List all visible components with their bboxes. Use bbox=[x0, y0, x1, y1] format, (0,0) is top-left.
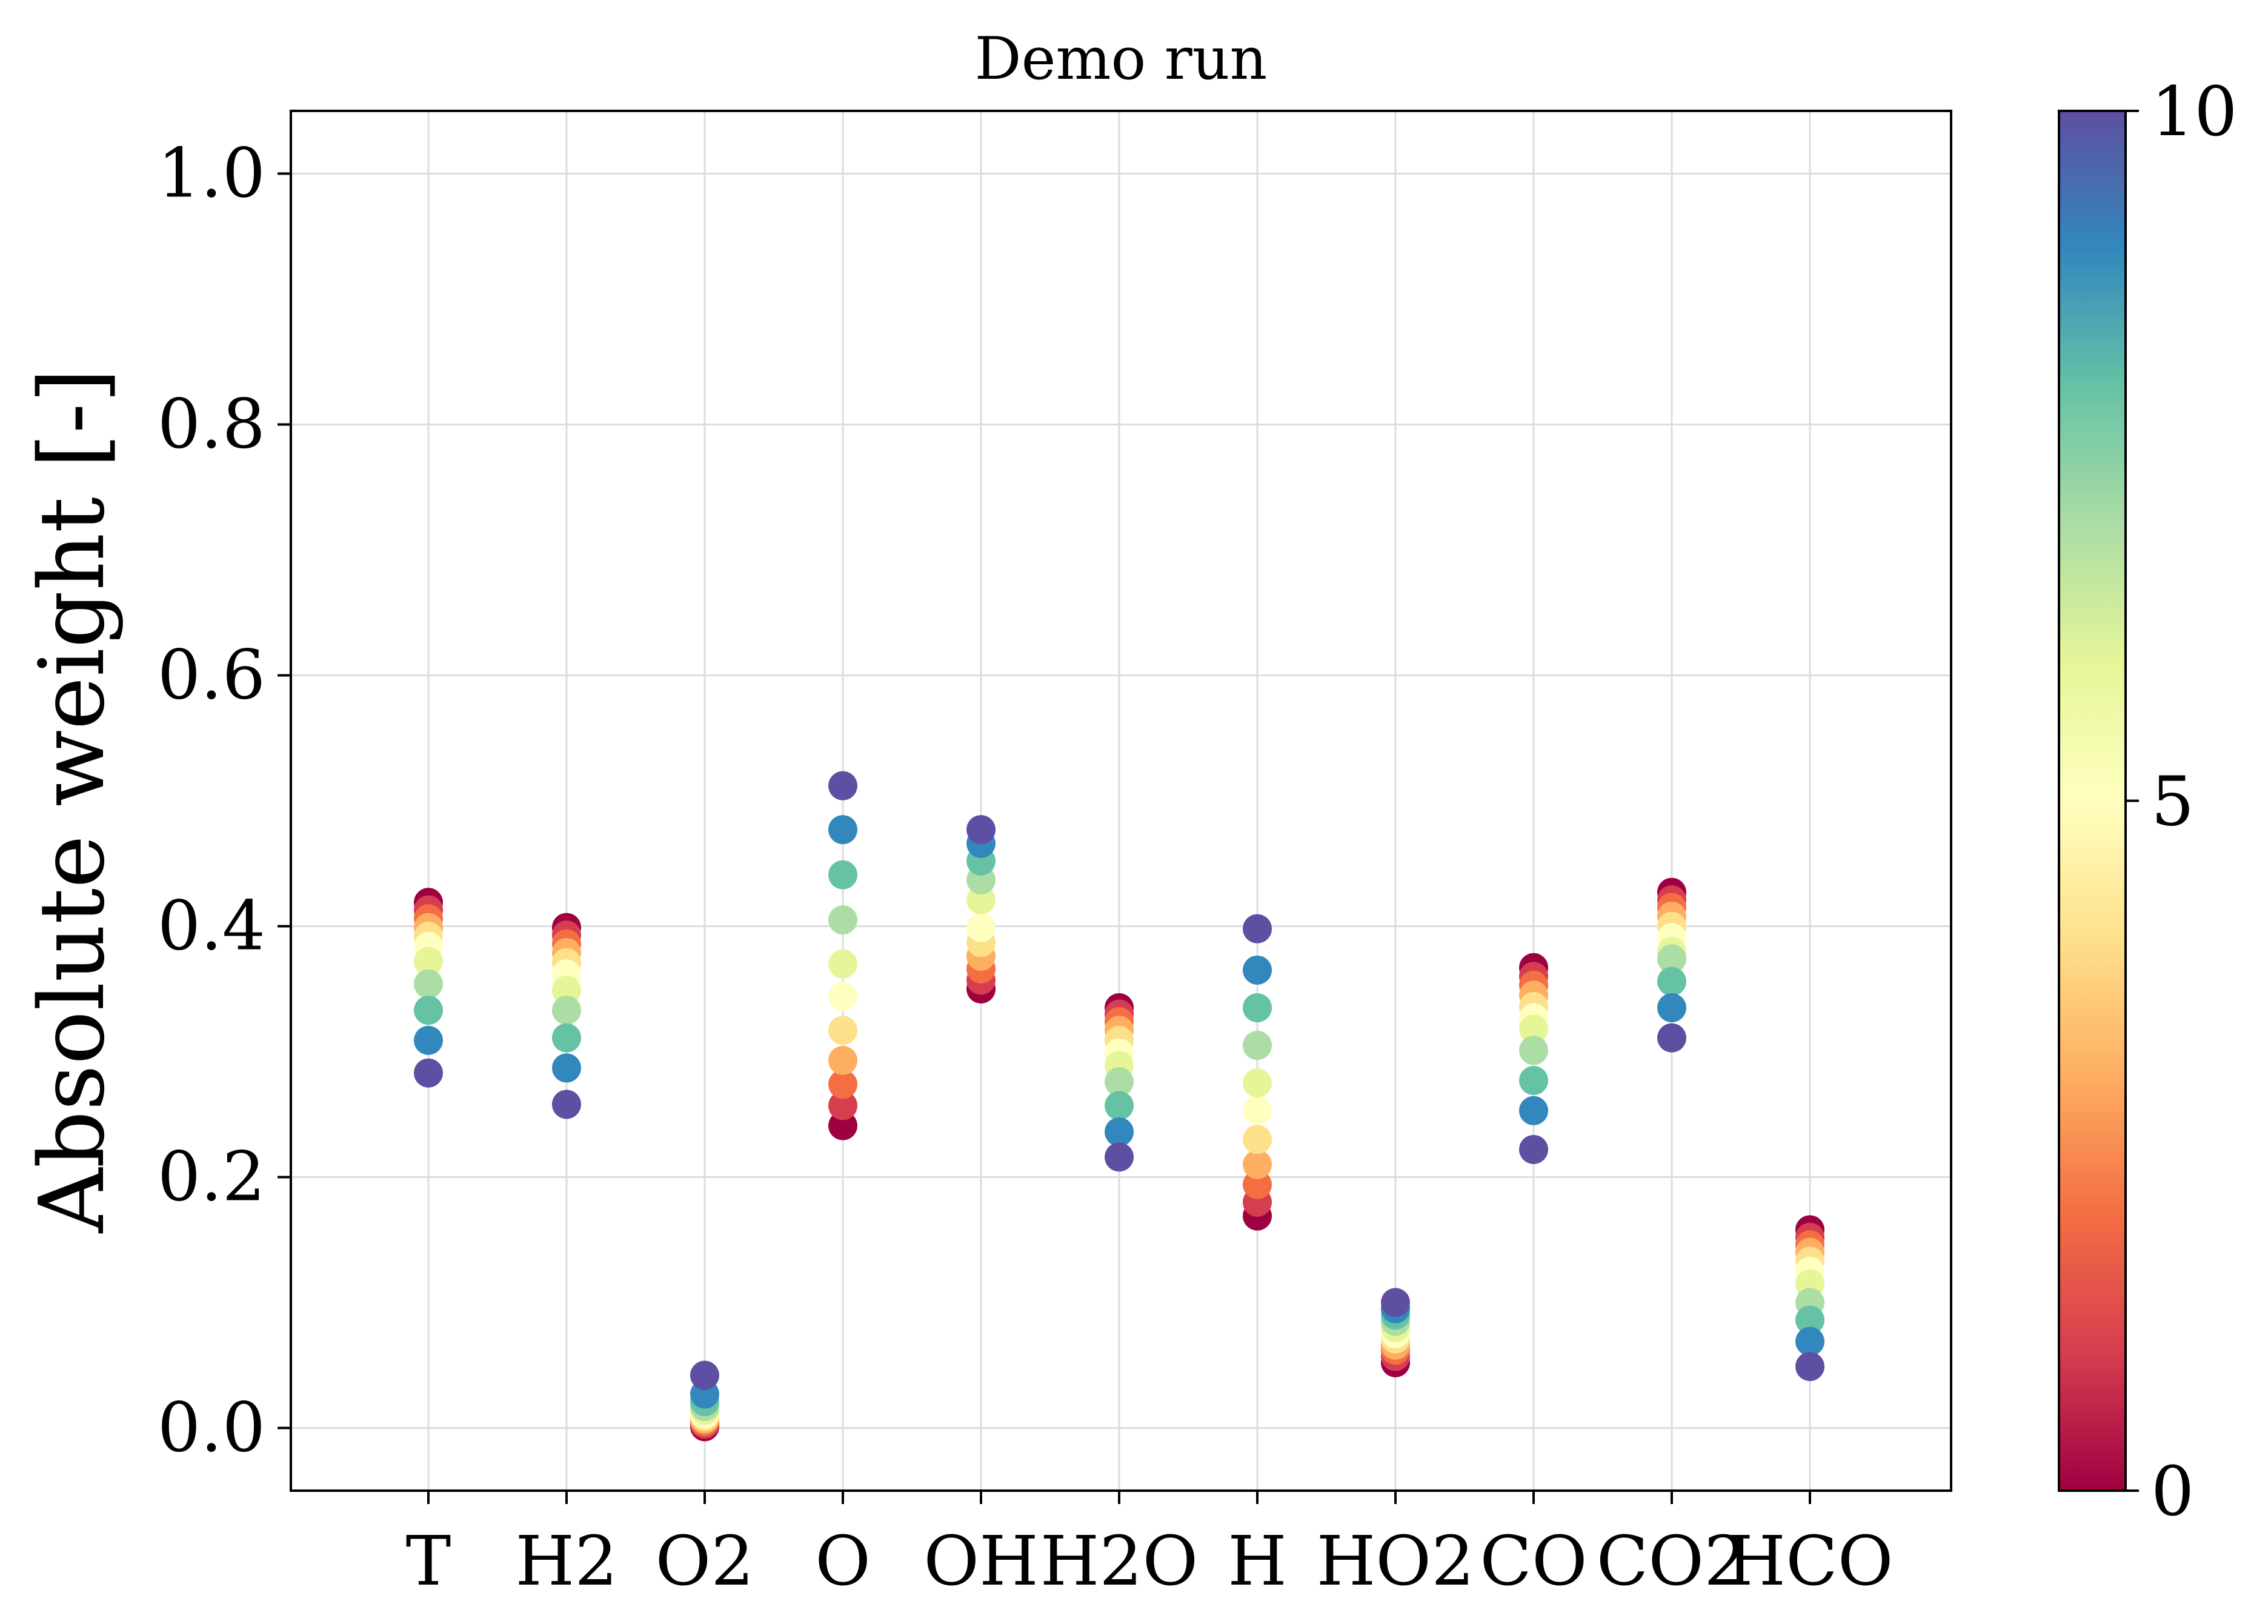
y-axis-label: Absolute weight [-] bbox=[20, 368, 124, 1233]
scatter-point bbox=[690, 1360, 719, 1390]
y-tick-label: 1.0 bbox=[158, 135, 265, 213]
scatter-point bbox=[1243, 1170, 1272, 1199]
y-tick-label: 0.0 bbox=[158, 1389, 265, 1468]
colorbar-tick-label: 10 bbox=[2151, 73, 2238, 151]
scatter-point bbox=[1243, 955, 1272, 985]
scatter-point bbox=[1243, 1031, 1272, 1060]
x-tick-label: OH bbox=[923, 1522, 1039, 1601]
x-tick-label: H2 bbox=[516, 1522, 618, 1601]
scatter-point bbox=[1243, 1125, 1272, 1154]
scatter-point bbox=[1519, 1066, 1548, 1096]
scatter-point bbox=[552, 996, 581, 1025]
scatter-point bbox=[1381, 1288, 1410, 1317]
scatter-point bbox=[1105, 1117, 1134, 1146]
scatter-point bbox=[1657, 967, 1686, 996]
x-tick-label: H2O bbox=[1040, 1522, 1199, 1601]
scatter-point bbox=[1243, 914, 1272, 943]
scatter-point bbox=[828, 860, 857, 890]
y-axis: 0.0 0.2 0.4 0.6 0.8 1.0 bbox=[158, 135, 291, 1468]
x-tick-label: HO2 bbox=[1317, 1522, 1475, 1601]
scatter-point bbox=[828, 1091, 857, 1120]
scatter-point bbox=[1519, 1096, 1548, 1125]
x-tick-label: HCO bbox=[1726, 1522, 1893, 1601]
scatter-point bbox=[1519, 1036, 1548, 1065]
scatter-point bbox=[1243, 1096, 1272, 1125]
x-tick-label: O bbox=[815, 1522, 871, 1601]
scatter-point bbox=[828, 1016, 857, 1045]
scatter-point bbox=[414, 1025, 443, 1055]
scatter-point bbox=[552, 1023, 581, 1053]
x-tick-label: T bbox=[406, 1522, 451, 1601]
scatter-point bbox=[966, 815, 996, 845]
scatter-point bbox=[1519, 1014, 1548, 1044]
colorbar-gradient bbox=[2058, 110, 2127, 1492]
scatter-point bbox=[828, 1045, 857, 1075]
scatter-point bbox=[1243, 993, 1272, 1023]
plot-frame bbox=[290, 110, 1952, 1492]
y-tick-label: 0.6 bbox=[158, 636, 265, 715]
scatter-point bbox=[552, 976, 581, 1005]
scatter-point bbox=[828, 815, 857, 845]
scatter-point bbox=[414, 996, 443, 1025]
scatter-point bbox=[552, 1090, 581, 1119]
colorbar-tick-label: 0 bbox=[2151, 1453, 2194, 1531]
scatter-point bbox=[828, 1111, 857, 1140]
scatter-point bbox=[552, 1053, 581, 1083]
x-tick-label: H bbox=[1228, 1522, 1287, 1601]
scatter-point bbox=[828, 982, 857, 1011]
scatter-point bbox=[1519, 1134, 1548, 1164]
colorbar: 0 5 10 bbox=[2058, 73, 2238, 1531]
scatter-point bbox=[1657, 944, 1686, 974]
scatter-point bbox=[1657, 993, 1686, 1023]
scatter-point bbox=[1795, 1326, 1824, 1356]
scatter-point bbox=[1657, 1023, 1686, 1053]
scatter-point bbox=[414, 969, 443, 999]
y-tick-label: 0.4 bbox=[158, 887, 265, 966]
scatter-point bbox=[1105, 1091, 1134, 1120]
scatter-point bbox=[1243, 1150, 1272, 1179]
scatter-point bbox=[828, 949, 857, 979]
grid bbox=[291, 111, 1951, 1491]
scatter-points bbox=[414, 771, 1824, 1442]
scatter-point bbox=[1105, 1142, 1134, 1172]
scatter-point bbox=[966, 885, 996, 915]
scatter-point bbox=[414, 1058, 443, 1088]
scatter-point bbox=[414, 947, 443, 976]
chart-title: Demo run bbox=[975, 25, 1268, 93]
x-tick-label: CO2 bbox=[1597, 1522, 1748, 1601]
scatter-point bbox=[828, 905, 857, 935]
x-tick-label: O2 bbox=[655, 1522, 754, 1601]
scatter-point bbox=[828, 771, 857, 800]
y-tick-label: 0.8 bbox=[158, 385, 265, 464]
x-tick-label: CO bbox=[1480, 1522, 1588, 1601]
scatter-point bbox=[1795, 1352, 1824, 1382]
scatter-point bbox=[828, 1070, 857, 1099]
y-tick-label: 0.2 bbox=[158, 1138, 265, 1217]
scatter-point bbox=[1795, 1305, 1824, 1335]
colorbar-tick-label: 5 bbox=[2151, 763, 2194, 842]
scatter-point bbox=[1243, 1068, 1272, 1098]
scatter-point bbox=[966, 913, 996, 942]
scatter-point bbox=[1105, 1067, 1134, 1097]
